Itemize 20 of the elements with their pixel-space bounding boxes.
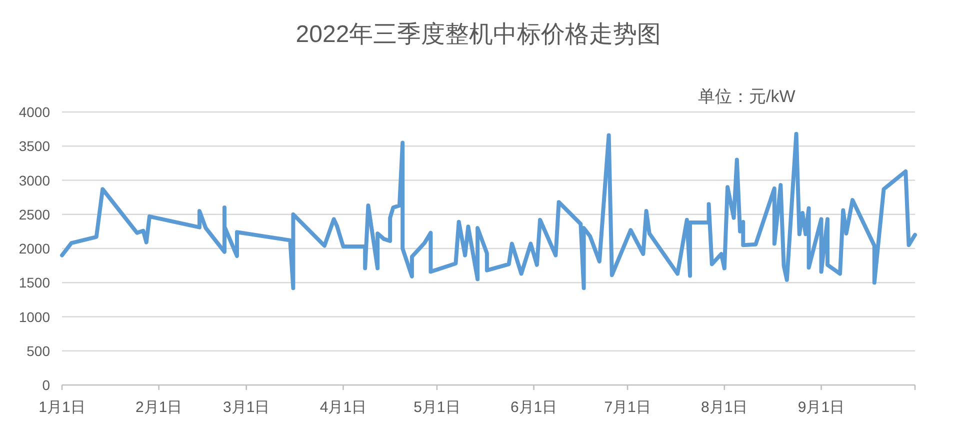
- y-tick-label: 3500: [18, 138, 50, 154]
- x-tick-label: 8月1日: [701, 399, 748, 416]
- y-tick-label: 1000: [18, 308, 50, 325]
- x-tick-label: 5月1日: [414, 399, 460, 416]
- chart-title: 2022年三季度整机中标价格走势图: [296, 21, 662, 48]
- x-tick-label: 9月1日: [798, 399, 845, 416]
- x-tick-label: 4月1日: [320, 399, 367, 416]
- x-tick-label: 1月1日: [38, 399, 86, 416]
- y-tick-label: 0: [42, 377, 50, 393]
- y-tick-label: 3000: [18, 172, 50, 188]
- x-tick-label: 7月1日: [604, 399, 651, 416]
- y-tick-label: 500: [26, 342, 50, 359]
- x-tick-label: 3月1日: [223, 399, 270, 416]
- y-tick-label: 2000: [18, 240, 50, 256]
- y-tick-label: 2500: [18, 206, 50, 222]
- text: 单位：元/kW: [698, 87, 796, 106]
- x-tick-label: 6月1日: [510, 399, 558, 416]
- x-tick-label: 2月1日: [136, 399, 182, 416]
- y-tick-label: 4000: [18, 104, 50, 120]
- y-tick-label: 1500: [18, 274, 50, 291]
